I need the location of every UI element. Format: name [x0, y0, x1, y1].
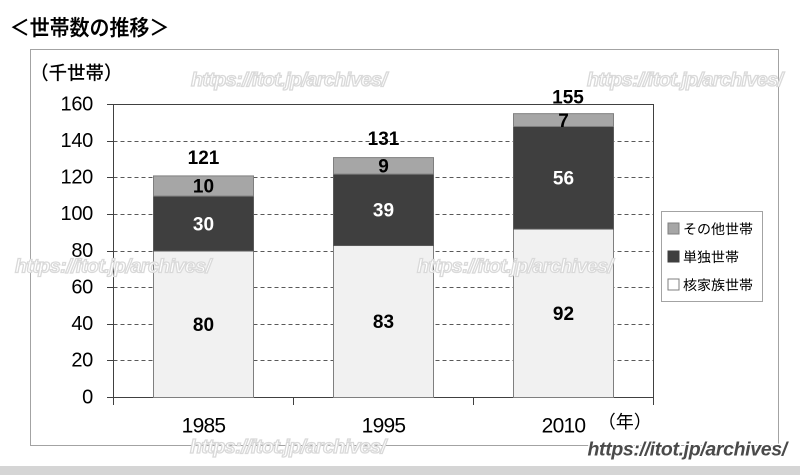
svg-text:92: 92	[553, 304, 574, 325]
svg-text:160: 160	[61, 93, 94, 115]
svg-text:83: 83	[373, 312, 394, 333]
svg-text:140: 140	[61, 130, 94, 152]
svg-text:60: 60	[71, 276, 93, 298]
svg-text:https://itot.jp/archives/: https://itot.jp/archives/	[15, 256, 214, 278]
svg-text:0: 0	[82, 386, 93, 408]
svg-text:https://itot.jp/archives/: https://itot.jp/archives/	[417, 256, 616, 278]
svg-text:9: 9	[378, 157, 389, 178]
svg-text:80: 80	[193, 315, 214, 336]
svg-text:https://itot.jp/archives/: https://itot.jp/archives/	[191, 69, 390, 91]
svg-text:120: 120	[61, 167, 94, 189]
svg-text:80: 80	[71, 240, 93, 262]
svg-text:30: 30	[193, 214, 214, 235]
svg-text:100: 100	[61, 203, 94, 225]
svg-text:2010: 2010	[542, 415, 586, 438]
svg-text:56: 56	[553, 168, 574, 189]
svg-text:20: 20	[71, 350, 93, 372]
svg-text:10: 10	[193, 177, 214, 198]
svg-text:155: 155	[552, 88, 584, 109]
svg-text:https://itot.jp/archives/: https://itot.jp/archives/	[587, 69, 786, 91]
svg-text:https://itot.jp/archives/: https://itot.jp/archives/	[588, 439, 790, 461]
svg-text:121: 121	[188, 148, 220, 169]
svg-text:40: 40	[71, 313, 93, 335]
svg-text:https://itot.jp/archives/: https://itot.jp/archives/	[190, 436, 389, 458]
svg-text:39: 39	[373, 201, 394, 222]
svg-text:7: 7	[558, 111, 569, 132]
svg-text:1995: 1995	[362, 415, 406, 438]
svg-text:1985: 1985	[182, 415, 226, 438]
svg-text:131: 131	[368, 129, 400, 150]
